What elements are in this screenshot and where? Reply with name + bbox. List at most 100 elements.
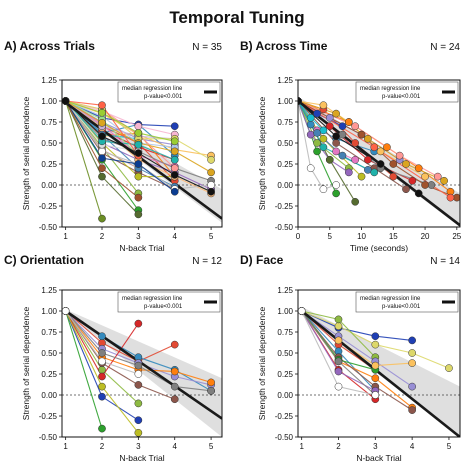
- y-tick-label: 1.00: [41, 97, 57, 106]
- legend: median regression line p-value<0.001: [117, 291, 221, 313]
- y-tick-label: 0.00: [277, 391, 293, 400]
- series-line-5: [301, 310, 413, 388]
- legend-p-label: p-value<0.001: [382, 304, 421, 310]
- y-tick-label: -0.50: [275, 433, 294, 442]
- data-point-s16-2: [351, 122, 360, 131]
- data-point-s31-4: [170, 147, 179, 156]
- median-regression-line: [300, 309, 460, 437]
- data-point-s5-4: [408, 382, 416, 391]
- data-point-s8-2: [325, 122, 334, 131]
- plot-content: [298, 306, 460, 437]
- data-point-s2-4: [408, 349, 416, 357]
- data-point-s9-4: [414, 164, 423, 173]
- y-tick-label: 0.75: [277, 328, 293, 337]
- x-axis-label: N-back Trial: [119, 453, 164, 463]
- data-point-s20-2: [306, 164, 315, 173]
- y-axis-label: Strength of serial dependence: [257, 97, 267, 211]
- y-tick-label: 0.50: [41, 139, 57, 148]
- legend-box: [117, 291, 221, 313]
- data-point-s10-4: [344, 168, 353, 177]
- series-line-12: [65, 100, 175, 168]
- data-point-s30-2: [98, 164, 106, 173]
- data-point-s2-2: [98, 332, 106, 341]
- x-tick-label: 5: [209, 442, 214, 451]
- data-point-s9-2: [344, 118, 353, 126]
- series-line-28: [65, 100, 103, 219]
- data-point-s16-3: [395, 151, 404, 160]
- data-point-s25-2: [98, 147, 106, 156]
- x-tick-label: 20: [421, 232, 430, 241]
- data-point-s9-3: [134, 381, 143, 389]
- data-point-s1-4: [389, 172, 398, 181]
- y-tick-label: -0.50: [39, 223, 58, 232]
- panel-D: D) Face N = 14 1 2 3 4 5 -0.50 -0.25 0.00 0.25 0.50…: [240, 253, 461, 463]
- data-point-s7-2: [313, 109, 321, 118]
- data-point-s35-1: [62, 97, 70, 105]
- data-point-s5-2: [98, 424, 106, 433]
- y-tick-label: 0.50: [41, 349, 57, 358]
- x-tick-label: 4: [173, 232, 178, 241]
- data-point-s5-4: [376, 147, 385, 156]
- legend-line-label: median regression line: [122, 86, 183, 92]
- y-tick-label: 1.25: [277, 286, 293, 295]
- y-tick-label: 0.75: [41, 328, 57, 337]
- panel-label: A) Across Trials: [4, 39, 95, 53]
- data-point-s8-4: [408, 176, 417, 185]
- plot-frame: [61, 79, 223, 228]
- data-point-s8-3: [134, 319, 143, 328]
- x-tick-label: 15: [389, 232, 398, 241]
- x-tick-label: 10: [357, 232, 366, 241]
- data-point-s14-3: [357, 172, 366, 181]
- plot-frame: [297, 289, 461, 438]
- data-point-s5-5: [421, 172, 429, 181]
- x-tick-label: 1: [63, 232, 68, 241]
- data-point-s1-3: [371, 332, 380, 341]
- data-point-s12-4: [408, 359, 416, 367]
- x-tick-label: 5: [328, 232, 333, 241]
- legend-line-label: median regression line: [360, 296, 421, 302]
- data-point-s1-3: [351, 139, 360, 147]
- data-point-s21-3: [389, 160, 398, 168]
- x-tick-label: 2: [100, 442, 105, 451]
- legend-box: [117, 81, 221, 103]
- data-point-s32-3: [134, 140, 143, 149]
- data-point-s6-2: [98, 392, 106, 401]
- data-point-s6-3: [332, 189, 340, 198]
- data-point-s2-3: [371, 340, 380, 349]
- data-point-s10-5: [207, 386, 215, 395]
- legend-line-label: median regression line: [122, 296, 183, 302]
- data-point-s24-1: [298, 97, 302, 105]
- x-tick-label: 25: [452, 232, 461, 241]
- data-point-s3-3: [134, 399, 143, 408]
- y-tick-label: 0.75: [41, 118, 57, 127]
- x-tick-label: 5: [209, 232, 214, 241]
- data-point-s6-2: [313, 147, 321, 156]
- panel-C: C) Orientation N = 12 1 2 3 4 5 -0.50 -0.25 0.00 0…: [4, 253, 223, 463]
- data-point-s10-4: [170, 382, 179, 391]
- data-point-s3-2: [313, 139, 321, 147]
- data-point-s10-2: [334, 367, 343, 376]
- figure-title: Temporal Tuning: [169, 8, 304, 27]
- data-point-s19-3: [338, 151, 347, 160]
- data-point-s34-3: [134, 129, 143, 137]
- data-point-s7-4: [170, 367, 179, 376]
- panel-label: B) Across Time: [240, 39, 328, 53]
- y-tick-label: -0.50: [39, 433, 58, 442]
- data-point-s35-2: [98, 132, 106, 141]
- data-point-s12-4: [351, 155, 360, 164]
- data-point-s12-3: [134, 370, 143, 378]
- legend: median regression line p-value<0.001: [355, 81, 459, 103]
- y-tick-label: 1.25: [41, 76, 57, 85]
- data-point-s31-5: [207, 168, 215, 177]
- data-point-s4-2: [325, 113, 334, 122]
- data-point-s20-3: [319, 185, 328, 194]
- x-tick-label: 3: [373, 442, 378, 451]
- data-point-s29-4: [170, 187, 179, 196]
- x-tick-label: 0: [296, 232, 301, 241]
- x-tick-label: 4: [173, 442, 178, 451]
- data-point-s18-5: [440, 176, 448, 185]
- n-label: N = 14: [430, 256, 460, 267]
- data-point-s18-3: [364, 134, 372, 143]
- data-point-s28-2: [98, 214, 106, 223]
